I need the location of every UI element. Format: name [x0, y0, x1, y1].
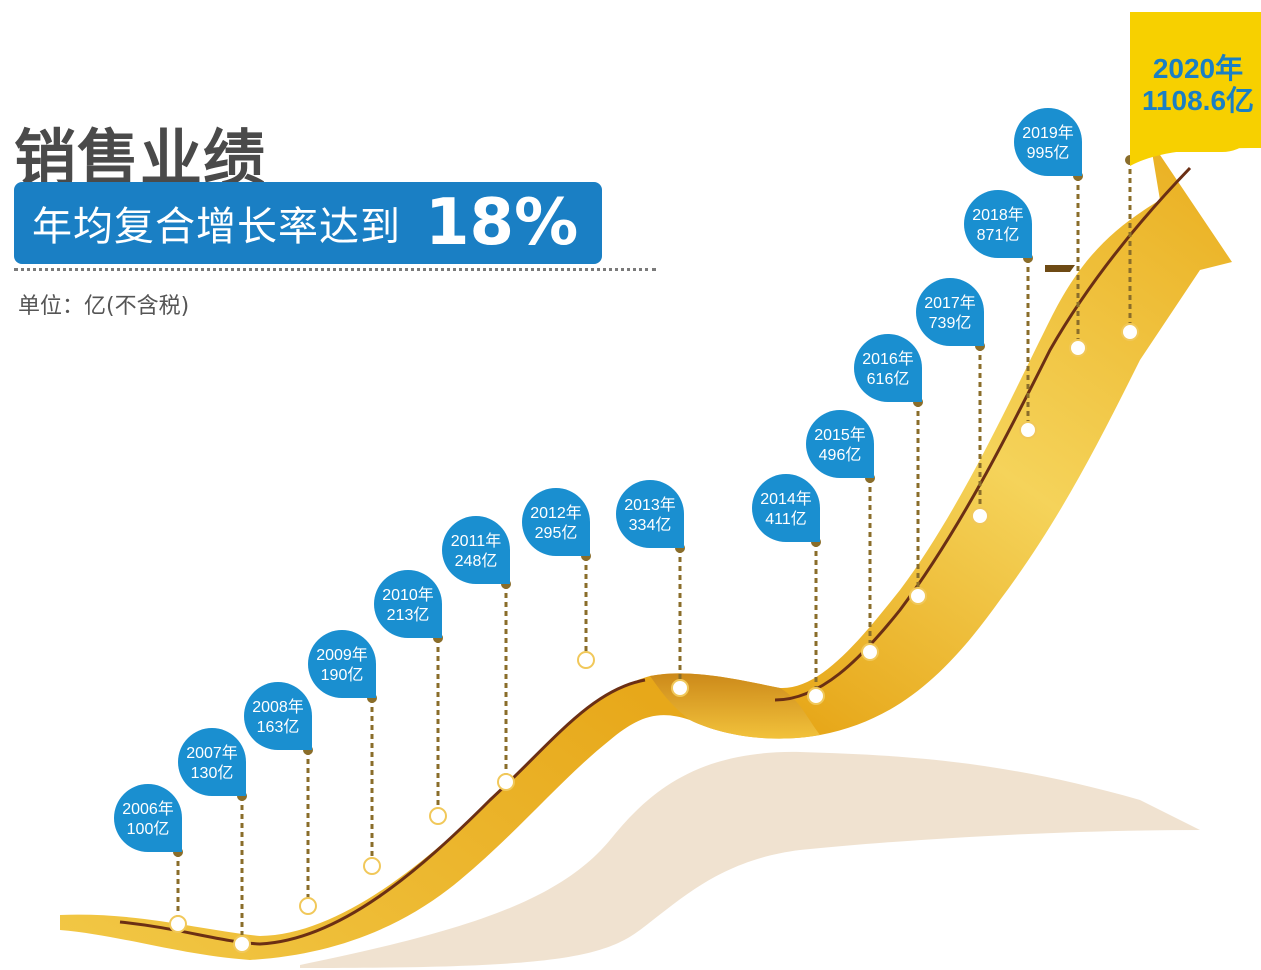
data-point-2014年: 2014年 411亿 — [752, 474, 825, 705]
arrow-point — [577, 651, 595, 669]
cagr-banner: 年均复合增长率达到 18% — [14, 182, 602, 264]
value-label: 130亿 — [191, 764, 234, 782]
data-point-2008年: 2008年 163亿 — [244, 682, 317, 915]
data-point-2011年: 2011年 248亿 — [442, 516, 515, 791]
value-label: 295亿 — [535, 524, 578, 542]
arrow-point — [363, 857, 381, 875]
bubble — [1014, 108, 1082, 176]
data-point-2009年: 2009年 190亿 — [308, 630, 381, 875]
arrow-point — [909, 587, 927, 605]
x-label: 2012年 — [530, 504, 582, 522]
x-label: 2010年 — [382, 586, 434, 604]
value-label: 213亿 — [387, 606, 430, 624]
bubble — [916, 278, 984, 346]
bubble — [244, 682, 312, 750]
data-point-2012年: 2012年 295亿 — [522, 488, 595, 669]
arrow-point — [671, 679, 689, 697]
value-label: 616亿 — [867, 370, 910, 388]
arrow-stub — [1045, 265, 1075, 272]
x-label: 2009年 — [316, 646, 368, 664]
title-divider — [14, 268, 656, 271]
arrow-point — [299, 897, 317, 915]
x-label: 2018年 — [972, 206, 1024, 224]
arrow-shadow — [300, 751, 1200, 968]
arrow-point — [1121, 323, 1139, 341]
value-label: 163亿 — [257, 718, 300, 736]
bubble — [522, 488, 590, 556]
bubble — [442, 516, 510, 584]
data-point-2006年: 2006年 100亿 — [114, 783, 187, 933]
data-point-2010年: 2010年 213亿 — [374, 570, 447, 825]
bubble — [616, 480, 684, 548]
value-label: 739亿 — [929, 314, 972, 332]
x-label: 2017年 — [924, 294, 976, 312]
bubble — [806, 410, 874, 478]
bubble — [752, 474, 820, 542]
bubble-highlight-round — [1130, 12, 1261, 152]
cagr-value: 18% — [425, 186, 579, 260]
x-label: 2016年 — [862, 350, 914, 368]
x-label: 2007年 — [186, 744, 238, 762]
cagr-label: 年均复合增长率达到 — [32, 204, 401, 250]
unit-label: 单位：亿(不含税) — [18, 294, 190, 319]
x-label: 2006年 — [122, 800, 174, 818]
arrow-point — [861, 643, 879, 661]
bubble — [964, 190, 1032, 258]
value-label: 995亿 — [1027, 144, 1070, 162]
x-label: 2020年 — [1153, 52, 1243, 84]
arrow-point — [971, 507, 989, 525]
x-label: 2014年 — [760, 490, 812, 508]
data-point-2018年: 2018年 871亿 — [964, 190, 1037, 439]
value-label: 496亿 — [819, 446, 862, 464]
data-point-2007年: 2007年 130亿 — [178, 728, 251, 953]
arrow-point — [807, 687, 825, 705]
value-label: 190亿 — [321, 666, 364, 684]
arrow-body — [60, 140, 1232, 960]
value-label: 1108.6亿 — [1142, 85, 1254, 116]
x-label: 2011年 — [451, 532, 501, 550]
value-label: 100亿 — [127, 820, 170, 838]
value-label: 871亿 — [977, 226, 1020, 244]
value-label: 411亿 — [765, 510, 807, 528]
data-point-2017年: 2017年 739亿 — [916, 278, 989, 525]
bubble — [178, 728, 246, 796]
x-label: 2015年 — [814, 426, 866, 444]
arrow-point — [1019, 421, 1037, 439]
bubble — [114, 783, 182, 852]
bubble — [854, 334, 922, 402]
arrow-point — [1069, 339, 1087, 357]
data-point-2016年: 2016年 616亿 — [854, 334, 927, 605]
data-point-2013年: 2013年 334亿 — [616, 480, 689, 697]
arrow-point — [497, 773, 515, 791]
bubble — [374, 570, 442, 638]
x-label: 2019年 — [1022, 124, 1074, 142]
value-label: 248亿 — [455, 552, 498, 570]
bubble — [308, 630, 376, 698]
arrow-centerline — [119, 166, 1192, 946]
value-label: 334亿 — [629, 516, 672, 534]
arrow-point — [233, 935, 251, 953]
x-label: 2008年 — [252, 698, 304, 716]
data-point-2019年: 2019年 995亿 — [1014, 108, 1087, 357]
arrow-side — [650, 673, 820, 739]
x-label: 2013年 — [624, 496, 676, 514]
arrow-point — [429, 807, 447, 825]
data-point-2015年: 2015年 496亿 — [806, 410, 879, 661]
arrow-point — [169, 915, 187, 933]
